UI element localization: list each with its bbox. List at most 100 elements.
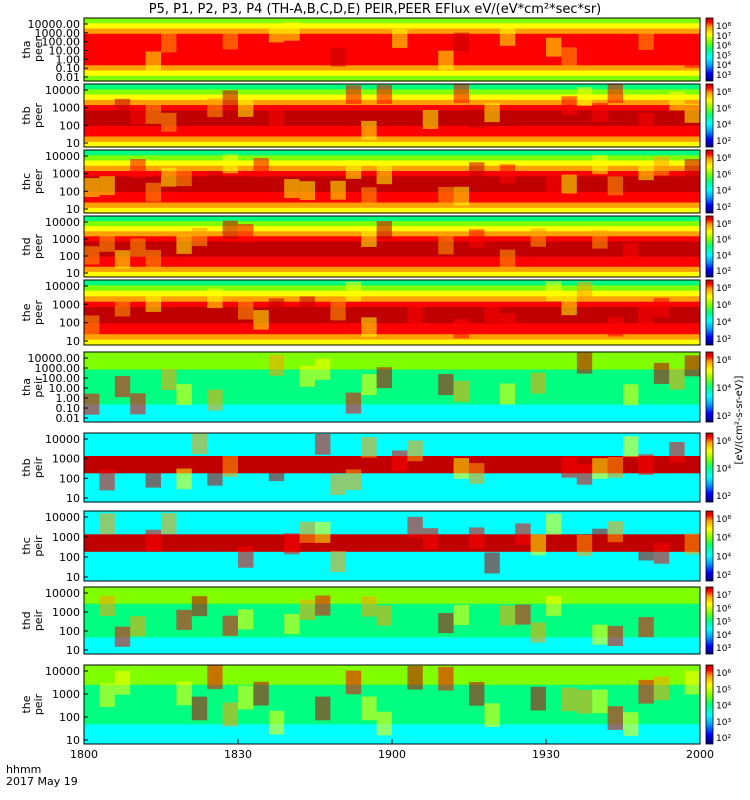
time-axis-label: hhmm 2017 May 19 <box>6 764 78 788</box>
spectrogram-band <box>84 251 700 258</box>
spectrogram-texture <box>315 434 331 455</box>
spectrogram-texture <box>653 542 670 564</box>
spectrogram-texture <box>315 521 331 543</box>
spectrogram-texture <box>238 546 254 568</box>
spectrogram-texture <box>161 112 177 132</box>
panel-frame <box>83 351 701 423</box>
y-tick-label: 1000.00 <box>35 27 81 40</box>
colorbar-tick-label: 10⁶ <box>716 236 731 246</box>
spectrogram-texture <box>299 365 315 387</box>
spectrogram-band <box>84 697 700 705</box>
spectrogram-texture <box>469 463 485 484</box>
spectrogram-texture <box>99 595 115 616</box>
colorbar-tick-label: 10² <box>716 734 731 744</box>
spectrogram-texture <box>238 224 254 243</box>
spectrogram-texture <box>453 84 469 104</box>
spectrogram-texture <box>546 513 562 535</box>
spectrogram-band <box>84 126 700 132</box>
y-axis-label: peer <box>32 37 45 63</box>
spectrogram-texture <box>407 440 423 462</box>
spectrogram-texture <box>361 228 377 247</box>
spectrogram-band <box>84 328 700 335</box>
y-tick-label: 10 <box>66 734 80 747</box>
spectrogram-texture <box>576 352 593 374</box>
spectrogram-band <box>84 312 700 319</box>
spectrogram-band <box>84 296 700 303</box>
x-tick-label: 1930 <box>532 748 560 761</box>
spectrogram-texture <box>345 469 362 491</box>
spectrogram-band <box>84 398 700 405</box>
spectrogram-texture <box>345 670 362 695</box>
colorbar-tick-label: 10⁶ <box>716 356 731 366</box>
spectrogram-texture <box>361 317 377 337</box>
spectrogram-band <box>84 522 700 529</box>
colorbar-tick-label: 10⁴ <box>716 251 731 261</box>
spectrogram-band <box>84 54 700 61</box>
y-tick-label: 100 <box>59 551 80 564</box>
colorbar-tick-label: 10⁴ <box>716 61 731 71</box>
spectrogram-texture <box>469 682 485 706</box>
spectrogram-texture <box>345 85 362 105</box>
colorbar <box>705 279 714 346</box>
panel-frame <box>83 586 701 655</box>
colorbar-tick-label: 10⁶ <box>716 42 731 52</box>
spectrogram-band <box>84 131 700 138</box>
y-tick-label: 0.01 <box>56 71 81 84</box>
spectrogram-texture <box>684 670 700 695</box>
spectrogram-texture <box>345 282 362 302</box>
spectrogram-texture <box>361 187 377 207</box>
colorbar-tick-label: 10⁴ <box>716 187 731 197</box>
colorbar <box>705 432 714 503</box>
spectrogram-texture <box>84 178 100 197</box>
y-tick-label: 100.00 <box>42 36 81 49</box>
spectrogram-band <box>84 540 700 547</box>
spectrogram-texture <box>453 186 469 206</box>
colorbar-tick-label: 10⁶ <box>716 104 731 114</box>
y-tick-label: 100 <box>59 185 80 198</box>
spectrogram-texture <box>453 318 469 339</box>
spectrogram-band <box>84 357 700 365</box>
spectrogram-texture <box>114 626 131 647</box>
spectrogram-texture <box>238 300 254 320</box>
colorbar-tick-label: 10⁴ <box>716 631 731 641</box>
spectrogram-texture <box>469 229 485 248</box>
spectrogram-texture <box>253 310 269 330</box>
y-tick-label: 0.10 <box>56 402 81 415</box>
spectrogram-texture <box>222 30 238 50</box>
spectrogram-texture <box>638 454 654 475</box>
panel-thb-peer: 10000 1000 100 10 thb peer 10⁸ 10⁶ 10⁴ 10² <box>20 83 731 150</box>
y-tick-label: 10 <box>66 137 80 150</box>
spectrogram-texture <box>530 534 546 556</box>
spectrogram-band <box>84 637 700 644</box>
y-tick-label: 10 <box>66 335 80 348</box>
spectrogram-band <box>84 557 700 564</box>
spectrogram-band <box>84 546 700 553</box>
colorbar-tick-label: 10⁴ <box>716 552 731 562</box>
spectrogram-band <box>84 528 700 535</box>
spectrogram-texture <box>161 167 177 187</box>
spectrogram-band <box>84 484 700 492</box>
spectrogram-texture <box>669 91 685 111</box>
spectrogram-texture <box>376 711 392 736</box>
panel-frame <box>83 215 701 278</box>
spectrogram-texture <box>299 521 315 543</box>
spectrogram-band <box>84 241 700 247</box>
spectrogram-texture <box>392 450 408 472</box>
spectrogram-texture <box>499 383 516 405</box>
colorbar-tick-label: 10³ <box>716 71 731 81</box>
spectrogram-texture <box>268 109 285 128</box>
y-tick-label: 100 <box>59 472 80 485</box>
spectrogram-band <box>84 261 700 268</box>
spectrogram-texture <box>284 21 300 41</box>
spectrogram-texture <box>299 181 315 201</box>
spectrogram-texture <box>222 90 238 110</box>
panel-thd-peir: 10000 1000 100 10 thd peir 10⁷ 10⁶ 10⁵ 10⁴ 10³ <box>20 586 731 657</box>
spectrogram-texture <box>653 297 670 318</box>
colorbar-tick-label: 10² <box>716 137 731 147</box>
y-tick-label: 1000 <box>52 688 80 701</box>
spectrogram-texture <box>145 249 161 269</box>
spectrogram-texture <box>315 358 331 380</box>
y-tick-label: 10000 <box>45 665 80 678</box>
spectrogram-texture <box>145 466 161 488</box>
y-tick-label: 100 <box>59 119 80 132</box>
